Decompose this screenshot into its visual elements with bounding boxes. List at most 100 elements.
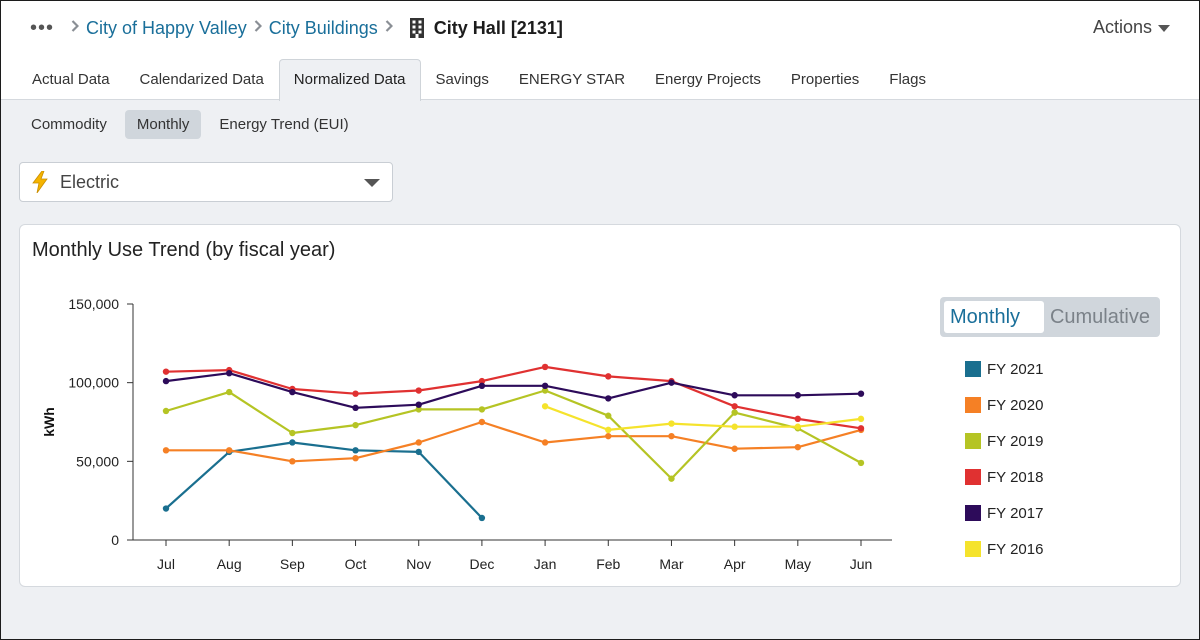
data-point bbox=[352, 404, 359, 412]
commodity-select-value: Electric bbox=[60, 171, 120, 192]
breadcrumb-link-buildings[interactable]: City Buildings bbox=[268, 17, 378, 38]
series-line bbox=[165, 365, 862, 430]
tab-calendarized-data[interactable]: Calendarized Data bbox=[139, 71, 264, 88]
legend-item[interactable]: FY 2021 bbox=[965, 351, 1043, 387]
series-line bbox=[544, 405, 862, 431]
data-point bbox=[352, 421, 359, 429]
tab-savings[interactable]: Savings bbox=[435, 71, 489, 88]
tab-energy-star[interactable]: ENERGY STAR bbox=[518, 71, 626, 88]
y-axis-label: kWh bbox=[41, 407, 57, 437]
data-point bbox=[478, 406, 486, 413]
legend-label: FY 2018 bbox=[987, 468, 1044, 486]
data-point bbox=[541, 363, 549, 371]
x-tick-label: Sep bbox=[280, 556, 305, 572]
legend-swatch bbox=[965, 433, 981, 449]
data-point bbox=[605, 373, 612, 380]
legend-item[interactable]: FY 2019 bbox=[965, 423, 1043, 459]
x-tick-label: Jul bbox=[157, 556, 175, 572]
caret-down-icon bbox=[1158, 25, 1170, 32]
data-point bbox=[541, 382, 549, 390]
data-point bbox=[352, 454, 359, 462]
x-tick-label: Apr bbox=[724, 556, 746, 572]
tab-normalized-data[interactable]: Normalized Data bbox=[278, 59, 421, 101]
data-point bbox=[415, 406, 422, 413]
legend-item[interactable]: FY 2017 bbox=[965, 495, 1043, 531]
monthly-use-trend-card: Monthly Use Trend (by fiscal year) 0 50,0… bbox=[19, 224, 1181, 587]
data-point bbox=[225, 388, 233, 396]
x-tick-label: Feb bbox=[596, 556, 620, 572]
data-point bbox=[162, 377, 170, 385]
data-point bbox=[668, 379, 675, 386]
data-point bbox=[857, 390, 865, 397]
toggle-monthly[interactable]: Monthly bbox=[944, 301, 1044, 333]
chart-legend: FY 2021 FY 2020 FY 2019 FY 2018 FY 2017 FY 20… bbox=[965, 351, 1043, 567]
data-point bbox=[415, 401, 422, 408]
chevron-down-icon bbox=[364, 179, 380, 187]
tab-properties[interactable]: Properties bbox=[790, 71, 860, 88]
chart-axes: 0 50,000 100,000 150,000 Jul Aug Sep Oct Nov Dec J… bbox=[41, 296, 892, 572]
card-title: Monthly Use Trend (by fiscal year) bbox=[32, 239, 336, 261]
page-title: City Hall [2131] bbox=[433, 17, 563, 38]
toggle-cumulative[interactable]: Cumulative bbox=[1049, 306, 1150, 328]
tab-actual-data[interactable]: Actual Data bbox=[32, 71, 110, 88]
lightning-bolt-icon bbox=[32, 171, 48, 193]
legend-label: FY 2020 bbox=[987, 396, 1044, 414]
chart-series bbox=[162, 363, 865, 522]
y-tick-label: 0 bbox=[111, 532, 119, 548]
series-fy-2018 bbox=[162, 363, 865, 432]
data-point bbox=[731, 403, 738, 410]
tab-energy-projects[interactable]: Energy Projects bbox=[655, 71, 761, 88]
legend-item[interactable]: FY 2016 bbox=[965, 531, 1043, 567]
x-tick-label: Jan bbox=[534, 556, 557, 572]
legend-swatch bbox=[965, 541, 981, 557]
more-options-button[interactable]: ••• bbox=[30, 17, 55, 39]
data-point bbox=[731, 392, 738, 399]
data-point bbox=[478, 382, 486, 390]
y-tick-label: 50,000 bbox=[76, 453, 119, 469]
legend-label: FY 2021 bbox=[987, 360, 1044, 378]
tab-flags[interactable]: Flags bbox=[889, 71, 926, 88]
series-line bbox=[166, 420, 862, 463]
y-tick-label: 100,000 bbox=[68, 375, 119, 391]
data-point bbox=[668, 420, 675, 427]
commodity-select[interactable]: Electric bbox=[19, 162, 393, 202]
data-point bbox=[731, 423, 738, 430]
page-header: ••• City of Happy Valley City Buildings … bbox=[0, 0, 1200, 101]
data-point bbox=[605, 432, 612, 440]
data-point bbox=[605, 395, 612, 402]
data-point bbox=[289, 439, 296, 446]
data-point bbox=[415, 387, 422, 394]
legend-label: FY 2017 bbox=[987, 504, 1044, 522]
breadcrumb-link-city[interactable]: City of Happy Valley bbox=[86, 17, 247, 38]
x-tick-label: May bbox=[785, 556, 811, 572]
data-point bbox=[794, 392, 802, 399]
x-tick-label: Dec bbox=[469, 556, 494, 572]
data-point bbox=[289, 429, 296, 437]
series-fy-2019 bbox=[162, 387, 865, 482]
sub-tab-bar: Commodity Monthly Energy Trend (EUI) bbox=[19, 110, 361, 139]
legend-swatch bbox=[965, 469, 981, 485]
subtab-monthly[interactable]: Monthly bbox=[124, 110, 202, 139]
x-tick-label: Oct bbox=[345, 556, 367, 572]
data-point bbox=[352, 390, 359, 397]
data-point bbox=[605, 426, 612, 434]
legend-item[interactable]: FY 2020 bbox=[965, 387, 1043, 423]
subtab-energy-trend[interactable]: Energy Trend (EUI) bbox=[219, 116, 349, 133]
legend-swatch bbox=[965, 397, 981, 413]
series-line bbox=[165, 372, 862, 409]
data-point bbox=[857, 459, 865, 467]
data-point bbox=[857, 415, 865, 423]
data-point bbox=[857, 425, 865, 432]
line-chart: 0 50,000 100,000 150,000 Jul Aug Sep Oct Nov Dec J… bbox=[41, 296, 892, 572]
data-point bbox=[162, 505, 170, 512]
legend-item[interactable]: FY 2018 bbox=[965, 459, 1043, 495]
data-point bbox=[478, 377, 486, 385]
subtab-commodity[interactable]: Commodity bbox=[31, 116, 107, 133]
chevron-right-icon bbox=[71, 19, 80, 37]
x-tick-label: Nov bbox=[406, 556, 431, 572]
legend-label: FY 2019 bbox=[987, 432, 1044, 450]
series-fy-2021 bbox=[162, 439, 486, 522]
data-point bbox=[162, 368, 170, 375]
actions-menu-button[interactable]: Actions bbox=[1093, 17, 1170, 38]
data-point bbox=[794, 423, 802, 430]
